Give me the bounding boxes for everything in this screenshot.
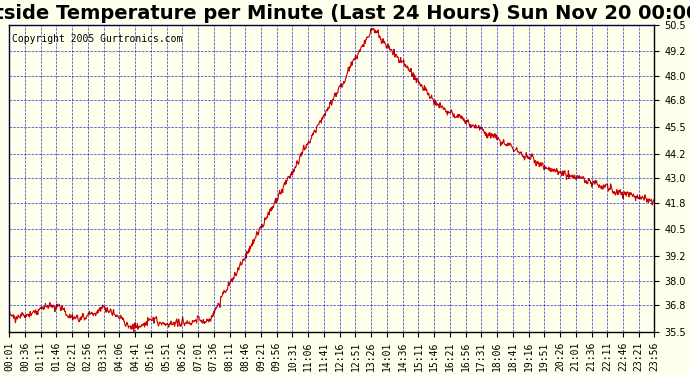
Text: Copyright 2005 Gurtronics.com: Copyright 2005 Gurtronics.com [12, 34, 183, 44]
Title: Outside Temperature per Minute (Last 24 Hours) Sun Nov 20 00:00: Outside Temperature per Minute (Last 24 … [0, 4, 690, 23]
